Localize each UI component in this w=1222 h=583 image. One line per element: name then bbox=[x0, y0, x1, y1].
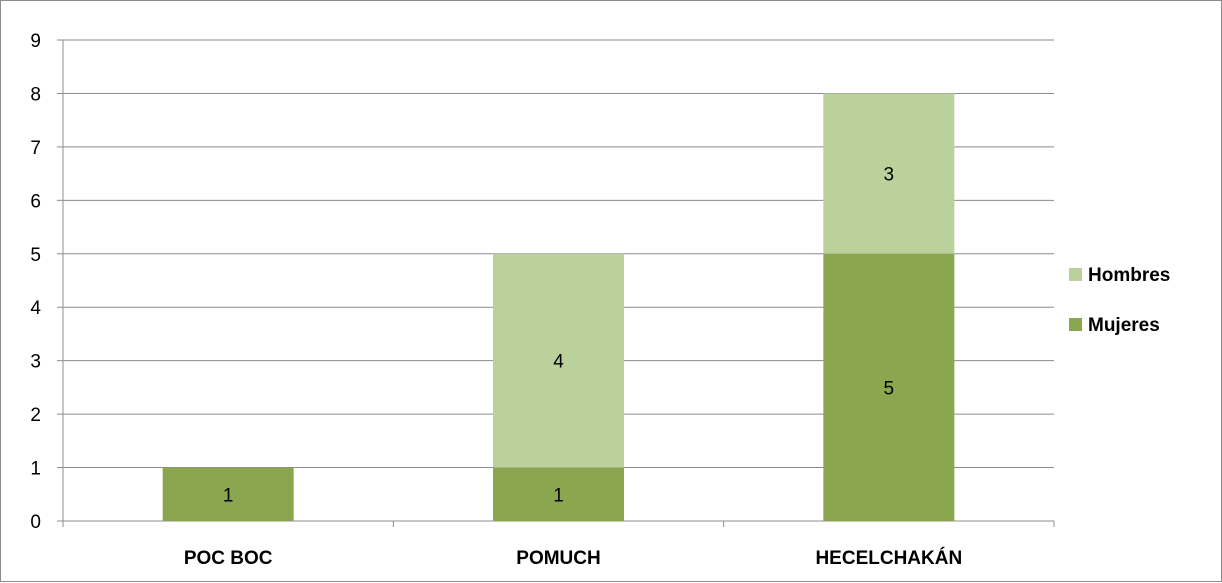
legend-label-mujeres: Mujeres bbox=[1088, 315, 1160, 336]
y-tick-label: 1 bbox=[30, 459, 41, 480]
bar-mujeres bbox=[162, 467, 294, 521]
data-label: 5 bbox=[884, 378, 895, 399]
y-tick-label: 3 bbox=[30, 352, 41, 373]
y-tick-label: 2 bbox=[30, 405, 41, 426]
y-tick-label: 9 bbox=[30, 31, 41, 52]
y-tick-label: 6 bbox=[30, 191, 41, 212]
x-category-label: POMUCH bbox=[516, 548, 600, 569]
data-label: 4 bbox=[553, 352, 564, 373]
data-label: 1 bbox=[553, 485, 564, 506]
bar-hombres bbox=[823, 93, 955, 254]
y-tick-label: 7 bbox=[30, 138, 41, 159]
x-category-label: HECELCHAKÁN bbox=[815, 547, 962, 569]
legend-label-hombres: Hombres bbox=[1088, 265, 1170, 286]
bar-mujeres bbox=[493, 467, 624, 521]
bar-hombres bbox=[493, 253, 624, 468]
data-label: 3 bbox=[884, 165, 895, 186]
legend-swatch-hombres bbox=[1069, 268, 1082, 281]
legend-swatch-mujeres bbox=[1069, 318, 1082, 331]
x-category-label: POC BOC bbox=[184, 548, 273, 569]
bar-mujeres bbox=[823, 253, 955, 521]
axes: 0 1 2 3 4 5 6 7 8 9 POC BOC POMUCH HECELCHAKÁN bbox=[30, 31, 1055, 569]
data-labels: 1 1 4 5 3 bbox=[223, 165, 894, 507]
legend: Hombres Mujeres bbox=[1069, 265, 1170, 336]
y-tick-label: 8 bbox=[30, 84, 41, 105]
y-tick-label: 5 bbox=[30, 245, 41, 266]
bars bbox=[162, 93, 955, 521]
y-tick-label: 0 bbox=[30, 512, 41, 533]
data-label: 1 bbox=[223, 485, 234, 506]
y-tick-label: 4 bbox=[30, 298, 41, 319]
